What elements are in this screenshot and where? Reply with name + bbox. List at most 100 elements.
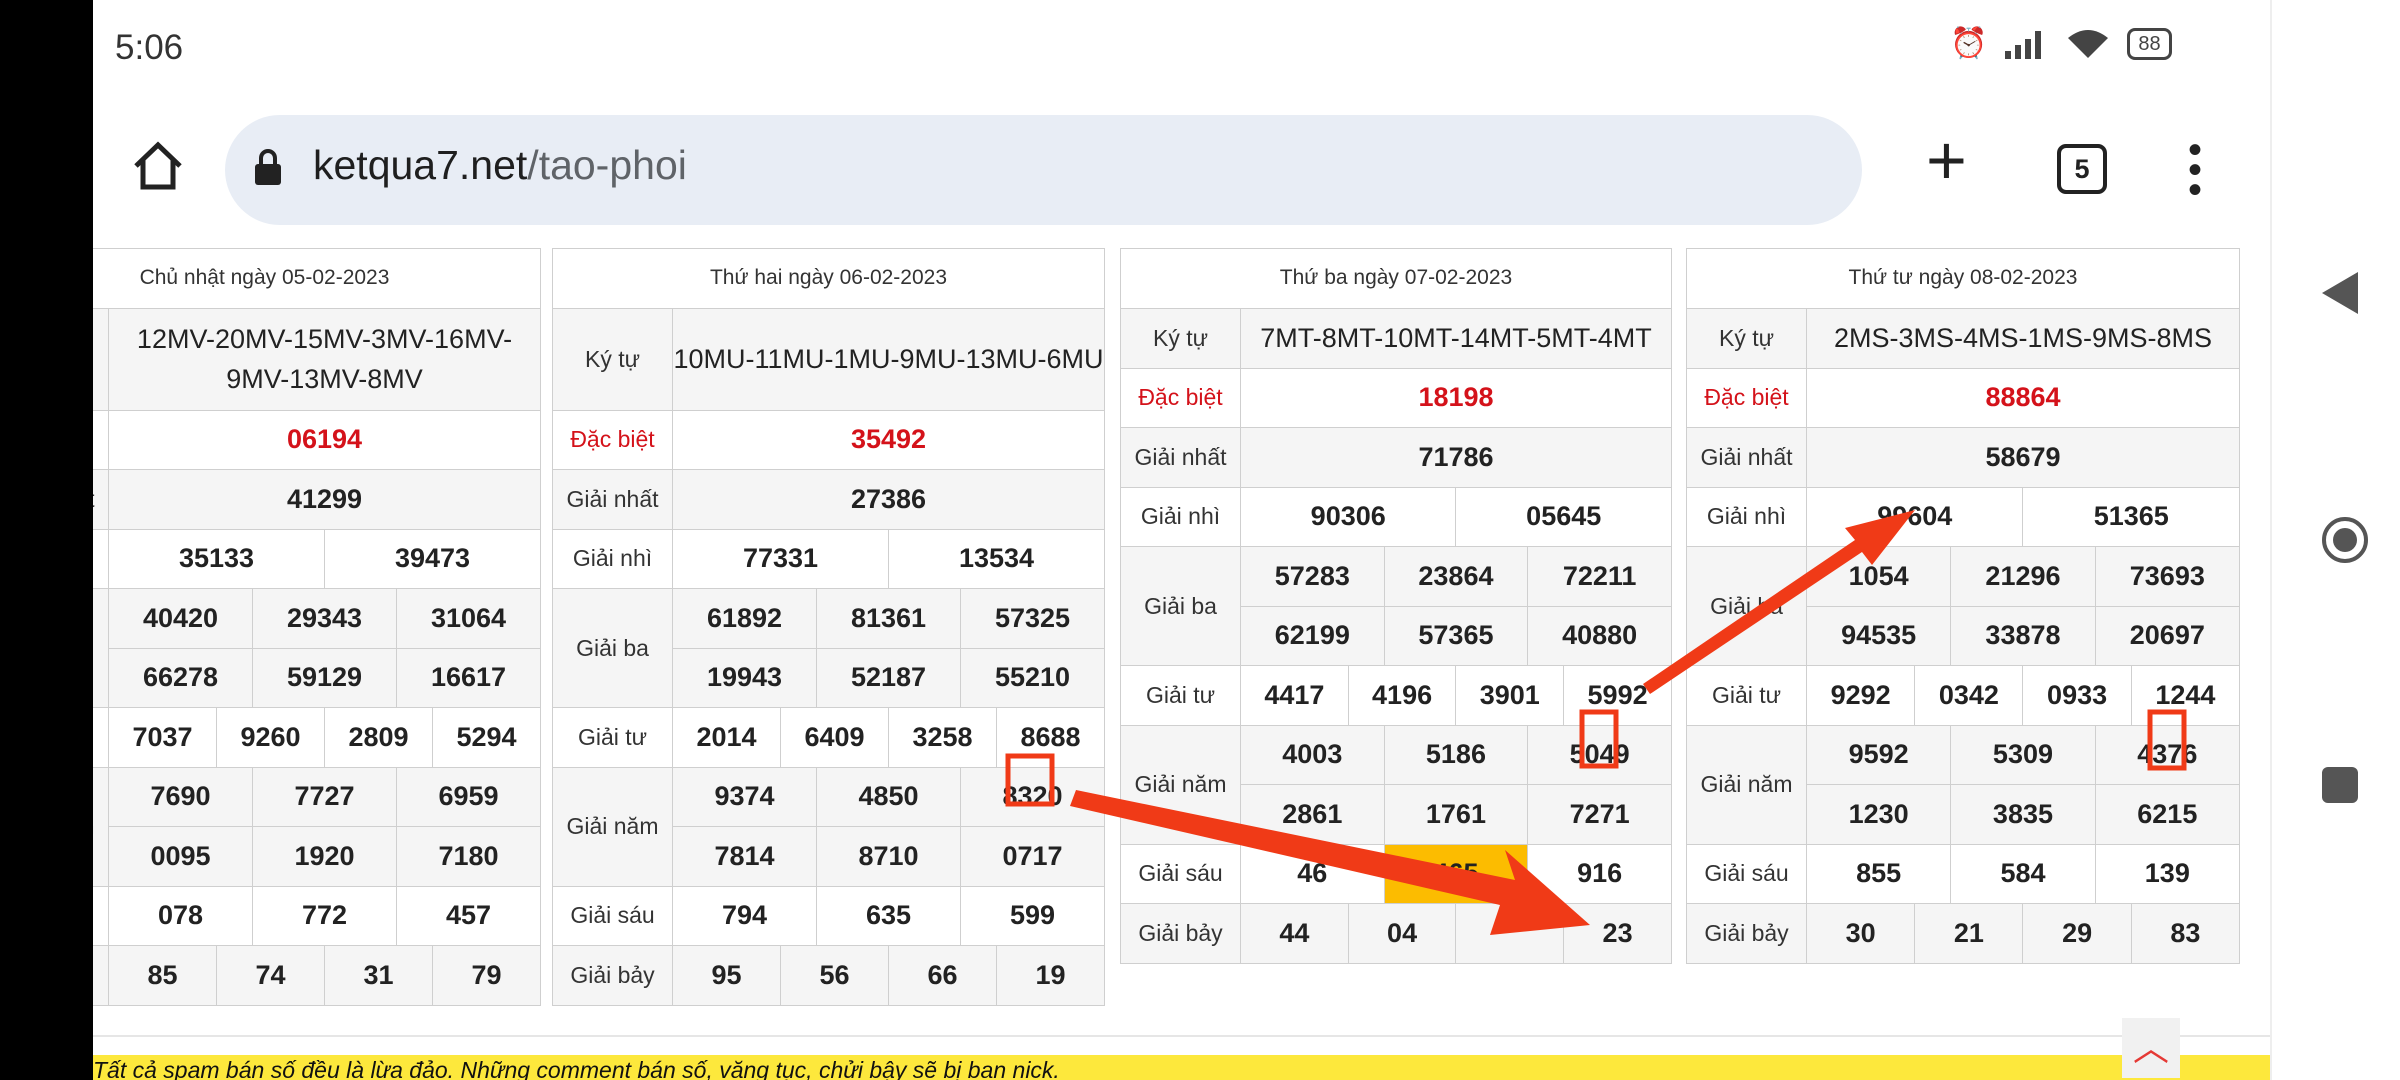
prize-nam-number: 4003 [1240, 724, 1385, 785]
prize-nam-number: 3835 [1950, 784, 2096, 845]
prize-ba-number: 20697 [2094, 605, 2241, 666]
results-table: Thứ hai ngày 06-02-2023 Ký tự 10MU-11MU-1M… [552, 248, 1105, 1006]
results-table: Thứ tư ngày 08-02-2023 Ký tự 2MS-3MS-4MS-1… [1686, 248, 2241, 964]
label-nam: Giải năm [1120, 724, 1241, 845]
prize-sau-number: 584 [1950, 843, 2096, 904]
home-icon[interactable] [130, 138, 186, 207]
prize-tu-number: 9260 [216, 707, 325, 768]
prize-nam-number: 5309 [1950, 724, 2096, 785]
prize-sau-number: 635 [816, 885, 961, 946]
prize-bay-number: 04 [1347, 903, 1457, 964]
tabs-button[interactable]: 5 [2057, 144, 2107, 194]
prize-ba-number: 33878 [1950, 605, 2096, 666]
prize-nam-number: 7690 [108, 766, 253, 827]
label-ba: Giải ba [1120, 546, 1241, 666]
prize-nhi-number: 90306 [1239, 486, 1457, 547]
prize-tu-number: 7037 [108, 707, 217, 768]
prize-ba-number: 55210 [960, 647, 1105, 708]
label-nhat: Giải nhất [1120, 427, 1241, 488]
status-bar: 5:06 ⏰ 88 [0, 0, 2270, 100]
prize-tu-number: 4196 [1347, 665, 1457, 726]
address-bar[interactable]: ketqua7.net/tao-phoi [225, 115, 1862, 225]
prize-sau-number: 465 [1383, 843, 1529, 904]
prize-nhi-number: 99604 [1805, 486, 2024, 547]
prize-ba-number: 73693 [2094, 546, 2241, 607]
prize-nam-number: 6959 [396, 766, 541, 827]
prize-sau-number: 855 [1805, 843, 1952, 904]
prize-nam-number: 7180 [396, 826, 541, 887]
prize-ba-number: 61892 [672, 588, 817, 649]
prize-ba-number: 62199 [1240, 605, 1385, 666]
kytu-codes: 7MT-8MT-10MT-14MT-5MT-4MT [1240, 307, 1672, 369]
label-nhi: Giải nhì [1686, 486, 1807, 547]
label-sau: Giải sáu [552, 885, 673, 946]
label-nhat: Giải nhất [552, 469, 673, 530]
label-nhat: Giải nhất [1686, 427, 1807, 488]
prize-tu-number: 3258 [888, 707, 997, 768]
prize-ba-number: 57325 [960, 588, 1105, 649]
prize-ba-number: 21296 [1950, 546, 2096, 607]
label-db: Đặc biệt [1686, 367, 1807, 428]
special-prize-number: 06194 [108, 409, 541, 470]
url-path: /tao-phoi [527, 142, 687, 188]
table-date-header: Thứ ba ngày 07-02-2023 [1120, 248, 1672, 309]
prize-nam-number: 5049 [1527, 724, 1672, 785]
label-tu: Giải tư [552, 707, 673, 768]
prize-bay-number [1455, 903, 1565, 964]
prize-tu-number: 2809 [324, 707, 433, 768]
scroll-top-button[interactable]: ︿ [2122, 1018, 2180, 1078]
label-ba: Giải ba [552, 588, 673, 708]
home-circle-icon[interactable] [2320, 515, 2370, 565]
prize-ba-number: 40420 [108, 588, 253, 649]
prize-bay-number: 85 [108, 945, 217, 1006]
label-kytu: Ký tự [1120, 307, 1241, 369]
prize-bay-number: 44 [1240, 903, 1349, 964]
recents-icon[interactable] [2320, 765, 2360, 805]
system-nav-bar [2270, 0, 2400, 1080]
prize-tu-number: 0342 [1914, 665, 2024, 726]
prize-bay-number: 83 [2130, 903, 2241, 964]
more-vert-icon[interactable]: • • • [2187, 128, 2202, 212]
prize-sau-number: 078 [108, 885, 253, 946]
back-icon[interactable] [2320, 270, 2360, 316]
special-prize-number: 18198 [1240, 367, 1672, 428]
chevron-up-icon: ︿ [2132, 1027, 2169, 1068]
prize-bay-number: 95 [672, 945, 781, 1006]
prize-nam-number: 9374 [672, 766, 817, 827]
table-date-header: Thứ tư ngày 08-02-2023 [1686, 248, 2240, 309]
label-ba: Giải ba [1686, 546, 1807, 666]
prize-bay-number: 23 [1563, 903, 1672, 964]
prize-bay-number: 79 [432, 945, 541, 1006]
label-sau: Giải sáu [1686, 843, 1807, 904]
label-tu: Giải tư [1120, 665, 1241, 726]
prize-ba-number: 57283 [1240, 546, 1385, 607]
system-icons: ⏰ 88 [1950, 26, 2172, 61]
battery-icon: 88 [2127, 27, 2172, 60]
label-kytu: Ký tự [1686, 307, 1807, 369]
prize-nhi-number: 35133 [108, 528, 325, 589]
new-tab-button[interactable]: + [1926, 120, 1967, 200]
prize-ba-number: 19943 [672, 647, 817, 708]
prize-sau-number: 599 [960, 885, 1105, 946]
prize-ba-number: 81361 [816, 588, 961, 649]
prize-bay-number: 66 [888, 945, 997, 1006]
prize-bay-number: 56 [780, 945, 889, 1006]
prize-bay-number: 74 [216, 945, 325, 1006]
label-kytu: Ký tự [552, 307, 673, 411]
prize-nam-number: 2861 [1240, 784, 1385, 845]
label-db: Đặc biệt [1120, 367, 1241, 428]
screen-edge [0, 0, 93, 1080]
clock: 5:06 [115, 28, 184, 67]
prize-tu-number: 5294 [432, 707, 541, 768]
prize-sau-number: 794 [672, 885, 817, 946]
prize-ba-number: 57365 [1383, 605, 1529, 666]
wifi-icon [2068, 29, 2109, 58]
prize-nam-number: 4376 [2094, 724, 2241, 785]
label-tu: Giải tư [1686, 665, 1807, 726]
prize-nam-number: 0095 [108, 826, 253, 887]
url-host: ketqua7.net [313, 142, 528, 188]
prize-nhi-number: 39473 [324, 528, 541, 589]
special-prize-number: 88864 [1806, 367, 2240, 428]
prize-bay-number: 19 [996, 945, 1105, 1006]
url-text[interactable]: ketqua7.net/tao-phoi [313, 142, 687, 189]
